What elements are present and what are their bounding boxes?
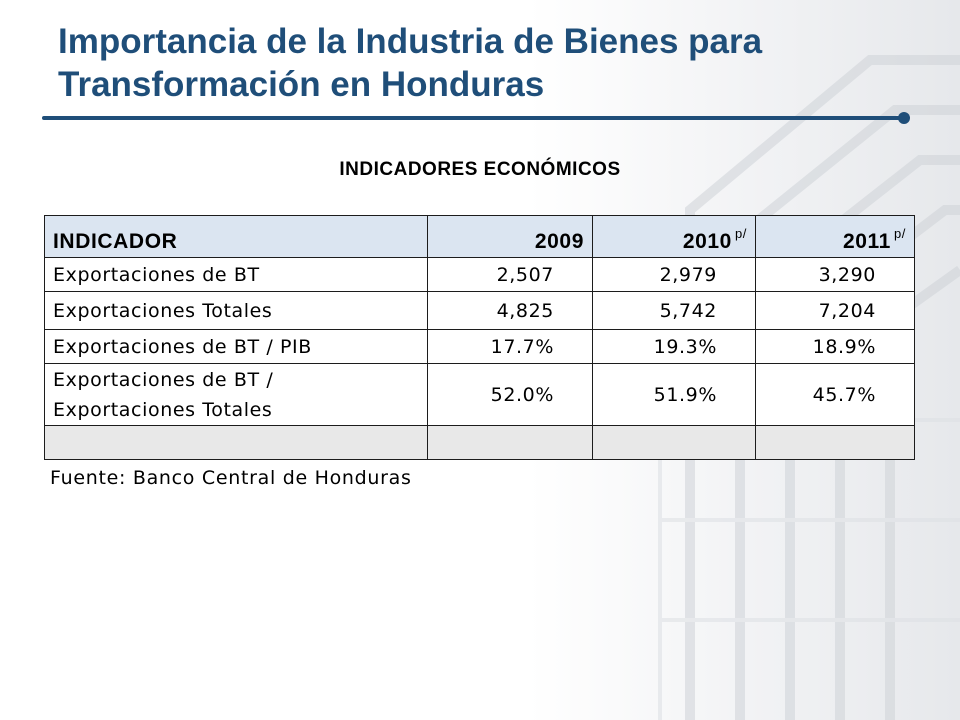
slide-title-line-1: Importancia de la Industria de Bienes pa… (58, 22, 763, 61)
table-row: Exportaciones de BT 2,507 2,979 3,290 (44, 257, 915, 292)
indicators-table: INDICADOR 2009 2010 p/ 2011 p/ Exportacion… (44, 215, 915, 460)
cell-2011: 18.9% (755, 329, 915, 364)
cell-2011: 7,204 (755, 291, 915, 330)
table-heading: INDICADORES ECONÓMICOS (339, 159, 621, 180)
header-2010-superscript: p/ (734, 226, 747, 241)
cell-2009: 2,507 (427, 257, 593, 292)
cell-2009: 4,825 (427, 291, 593, 330)
cell-2009: 17.7% (427, 329, 593, 364)
row-label-line-2: Exportaciones Totales (53, 398, 273, 421)
cell-2009: 52.0% (427, 363, 593, 426)
title-underline (42, 116, 902, 120)
empty-cell (592, 425, 756, 460)
row-label: Exportaciones Totales (44, 291, 428, 330)
header-2009-label: 2009 (534, 230, 584, 253)
row-label: Exportaciones de BT / Exportaciones Tota… (44, 363, 428, 426)
cell-2011: 3,290 (755, 257, 915, 292)
header-indicador: INDICADOR (44, 215, 428, 258)
table-row: Exportaciones Totales 4,825 5,742 7,204 (44, 291, 915, 330)
cell-2010: 19.3% (592, 329, 756, 364)
source-note: Fuente: Banco Central de Honduras (50, 467, 412, 489)
table-header-row: INDICADOR 2009 2010 p/ 2011 p/ (44, 215, 915, 258)
header-2011: 2011 p/ (755, 215, 915, 258)
header-2010-label: 2010 (682, 230, 732, 253)
header-2011-label: 2011 (842, 230, 891, 253)
empty-cell (755, 425, 915, 460)
empty-cell (427, 425, 593, 460)
cell-2010: 51.9% (592, 363, 756, 426)
row-label: Exportaciones de BT / PIB (44, 329, 428, 364)
slide-title: Importancia de la Industria de Bienes pa… (58, 20, 918, 106)
cell-2011: 45.7% (755, 363, 915, 426)
header-2009: 2009 (427, 215, 593, 258)
empty-table-row (44, 425, 915, 460)
header-2010: 2010 p/ (592, 215, 756, 258)
slide-title-line-2: Transformación en Honduras (58, 65, 545, 104)
table-row: Exportaciones de BT / Exportaciones Tota… (44, 363, 915, 426)
row-label-line-1: Exportaciones de BT / (53, 368, 274, 391)
cell-2010: 2,979 (592, 257, 756, 292)
empty-cell (44, 425, 428, 460)
table-row: Exportaciones de BT / PIB 17.7% 19.3% 18… (44, 329, 915, 364)
cell-2010: 5,742 (592, 291, 756, 330)
row-label: Exportaciones de BT (44, 257, 428, 292)
header-2011-superscript: p/ (893, 226, 906, 241)
title-underline-dot (898, 112, 910, 124)
